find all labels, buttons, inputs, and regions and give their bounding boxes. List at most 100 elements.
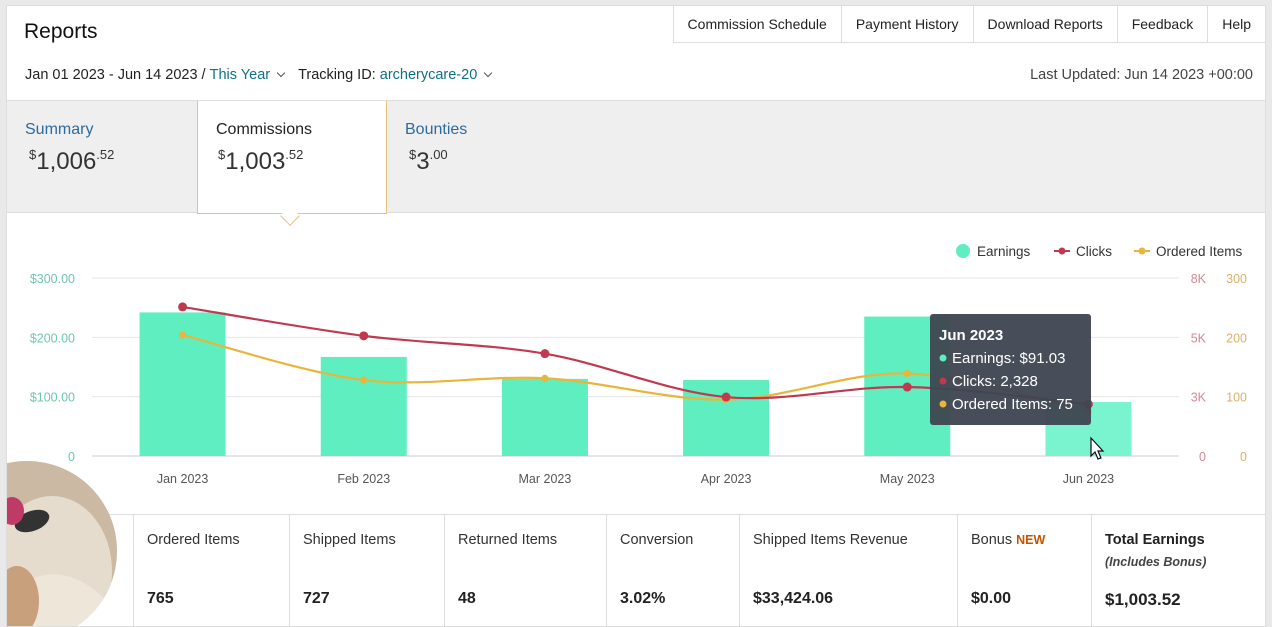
currency-symbol: $ (218, 147, 226, 162)
tooltip-series-dot (939, 377, 947, 385)
filter-row: Jan 01 2023 - Jun 14 2023 / This Year Tr… (25, 67, 493, 83)
stat-bonus: Bonus NEW $0.00 (958, 515, 1092, 626)
new-badge: NEW (1016, 533, 1046, 547)
stat-value: $33,424.06 (753, 590, 834, 607)
stat-label: Ordered Items (147, 532, 240, 548)
x-tick-label: Jan 2023 (157, 472, 208, 486)
tab-commissions-amount: $1,003.52 (218, 147, 303, 176)
amount-whole: 1,003 (225, 148, 286, 175)
earnings-chart: $300.00 $200.00 $100.00 0 8K 5K 3K 0 300 200 100 0 J… (30, 244, 1247, 486)
y-right-clicks-tick-label: 0 (1199, 450, 1206, 464)
earnings-bar (501, 378, 588, 456)
stat-value: 765 (147, 590, 174, 607)
stat-value: 727 (303, 590, 330, 607)
stat-label: Returned Items (458, 532, 558, 548)
y-right-clicks-tick-label: 5K (1191, 331, 1207, 345)
clicks-point (721, 392, 731, 402)
page-title: Reports (24, 20, 98, 43)
tooltip-line: Ordered Items: 75 (952, 396, 1073, 413)
stat-label: Conversion (620, 532, 694, 548)
legend-label: Earnings (977, 244, 1031, 259)
tab-commissions[interactable]: Commissions $1,003.52 (197, 101, 387, 214)
amount-cents: .52 (96, 147, 115, 162)
stat-value: $1,003.52 (1105, 590, 1181, 609)
y-left-tick-label: $300.00 (30, 272, 75, 286)
y-right-clicks-tick-label: 3K (1191, 391, 1207, 405)
stat-label: Shipped Items (303, 532, 396, 548)
stat-value: $0.00 (971, 590, 1012, 607)
mouse-cursor-icon (1090, 436, 1105, 460)
amount-cents: .00 (429, 147, 448, 162)
x-tick-label: Jun 2023 (1063, 472, 1114, 486)
report-tabs: Summary $1,006.52 Commissions $1,003.52 … (7, 100, 1265, 214)
amount-whole: 1,006 (36, 148, 97, 175)
stat-value: 3.02% (620, 590, 666, 607)
reports-page: Reports Commission Schedule Payment Hist… (6, 5, 1266, 627)
currency-symbol: $ (409, 147, 417, 162)
chevron-down-icon[interactable] (484, 68, 493, 78)
stat-label: Total Earnings (1105, 532, 1205, 548)
tooltip-title: Jun 2023 (939, 327, 1003, 344)
tooltip-line: Earnings: $91.03 (952, 350, 1065, 367)
x-tick-label: Mar 2023 (519, 472, 572, 486)
clicks-point (540, 349, 550, 359)
bonus-label: Bonus (971, 532, 1013, 548)
x-tick-label: May 2023 (880, 472, 935, 486)
tracking-label: Tracking ID: (298, 67, 380, 83)
stat-shipped-items-revenue: Shipped Items Revenue $33,424.06 (740, 515, 958, 626)
help-button[interactable]: Help (1208, 6, 1265, 43)
tooltip-line: Clicks: 2,328 (952, 373, 1038, 390)
stat-returned-items: Returned Items 48 (445, 515, 607, 626)
legend-label: Clicks (1076, 244, 1112, 259)
stat-ordered-items: Ordered Items 765 (134, 515, 290, 626)
x-tick-label: Feb 2023 (337, 472, 390, 486)
feedback-button[interactable]: Feedback (1117, 6, 1209, 43)
ordered-items-point (360, 376, 368, 384)
ordered-items-point (903, 370, 911, 378)
tab-summary-label[interactable]: Summary (25, 121, 94, 138)
last-updated: Last Updated: Jun 14 2023 +00:00 (1030, 67, 1253, 83)
stat-total-earnings: Total Earnings (Includes Bonus) $1,003.5… (1092, 515, 1265, 626)
tab-bounties-label[interactable]: Bounties (405, 121, 468, 138)
tab-bounties-amount: $3.00 (409, 147, 448, 176)
earnings-bar (320, 356, 407, 456)
stat-shipped-items: Shipped Items 727 (290, 515, 445, 626)
date-range: Jan 01 2023 - Jun 14 2023 (25, 67, 198, 83)
ordered-items-point (541, 374, 549, 382)
y-left-tick-label: 0 (68, 450, 75, 464)
y-right-clicks-tick-label: 8K (1191, 272, 1207, 286)
clicks-point (178, 302, 188, 312)
tooltip-series-dot (939, 400, 947, 408)
stat-conversion: Conversion 3.02% (607, 515, 740, 626)
y-left-tick-label: $100.00 (30, 391, 75, 405)
y-right-items-tick-label: 100 (1226, 391, 1247, 405)
y-right-items-tick-label: 0 (1240, 450, 1247, 464)
chevron-down-icon[interactable] (276, 68, 286, 78)
legend-point-marker (1138, 247, 1146, 255)
download-reports-button[interactable]: Download Reports (973, 6, 1118, 43)
webcam-image (7, 461, 117, 626)
legend-label: Ordered Items (1156, 244, 1243, 259)
y-left-tick-label: $200.00 (30, 331, 75, 345)
stats-row: Ordered Items 765 Shipped Items 727 Retu… (7, 514, 1265, 626)
ordered-items-point (179, 331, 187, 339)
tab-summary-amount: $1,006.52 (29, 147, 114, 176)
tracking-id-dropdown[interactable]: archerycare-20 (379, 67, 478, 83)
tooltip-series-dot (939, 354, 947, 362)
top-nav: Commission Schedule Payment History Down… (672, 6, 1265, 43)
currency-symbol: $ (29, 147, 37, 162)
tab-commissions-label[interactable]: Commissions (216, 121, 313, 138)
period-dropdown[interactable]: This Year (209, 67, 271, 83)
payment-history-button[interactable]: Payment History (841, 6, 974, 43)
clicks-point (902, 382, 912, 392)
tab-summary[interactable]: Summary $1,006.52 (7, 101, 197, 213)
y-right-items-tick-label: 300 (1226, 272, 1247, 286)
commission-schedule-button[interactable]: Commission Schedule (673, 6, 842, 43)
legend-earnings-marker (956, 244, 970, 258)
tab-bounties[interactable]: Bounties $3.00 (387, 101, 577, 213)
amount-cents: .52 (285, 147, 304, 162)
legend-point-marker (1058, 247, 1066, 255)
stat-value: 48 (458, 590, 476, 607)
date-separator: / (197, 67, 210, 83)
stat-label: Shipped Items Revenue (753, 532, 908, 548)
